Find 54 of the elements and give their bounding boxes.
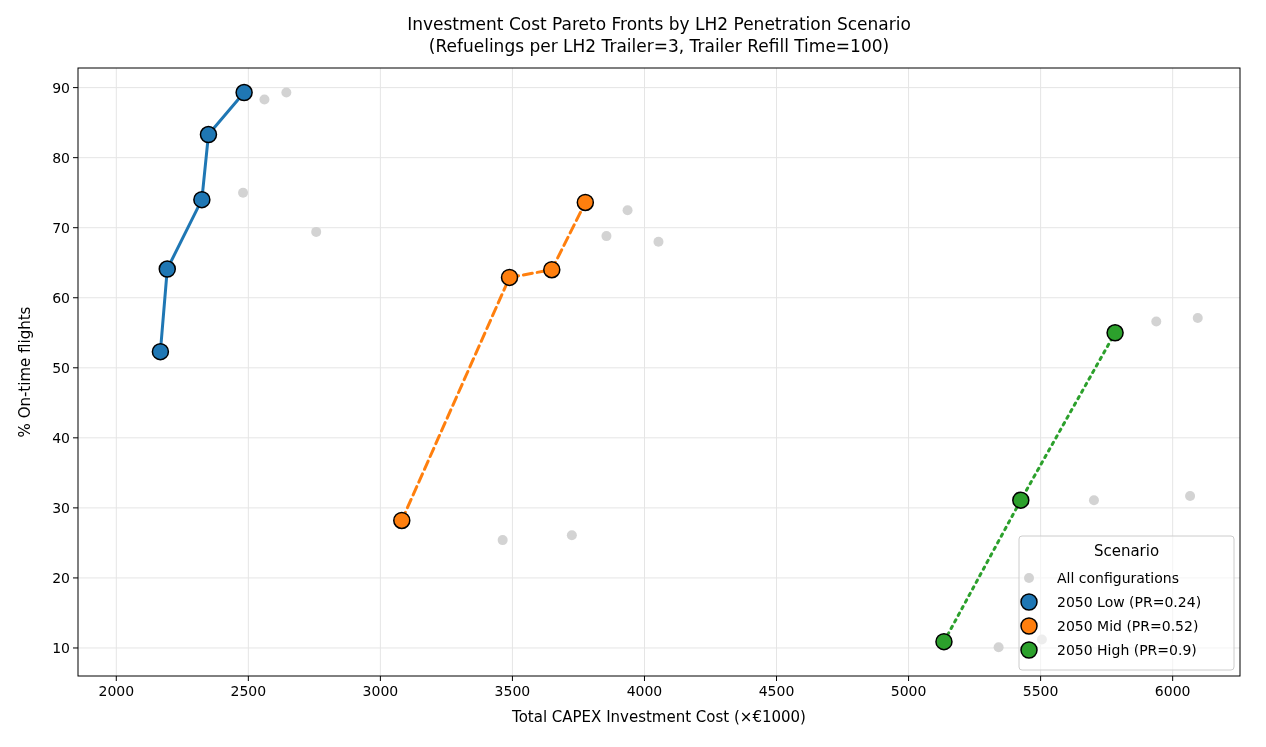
y-tick-label: 60: [52, 289, 70, 306]
x-tick-label: 5000: [890, 683, 927, 699]
point: [151, 342, 170, 361]
point: [622, 205, 633, 216]
point: [281, 87, 292, 98]
y-axis-title: % On-time flights: [16, 306, 34, 438]
point: [311, 226, 322, 237]
point: [1036, 634, 1047, 645]
point: [993, 642, 1004, 653]
x-tick-label: 5500: [1022, 683, 1059, 699]
point: [158, 260, 177, 278]
point: [566, 530, 577, 541]
y-tick-label: 30: [52, 499, 70, 516]
x-tick-label: 3500: [494, 683, 531, 699]
legend-label: 2050 Low (PR=0.24): [1057, 594, 1202, 610]
x-axis-title: Total CAPEX Investment Cost (×€1000): [511, 708, 806, 726]
legend-label: 2050 High (PR=0.9): [1057, 642, 1197, 658]
point: [497, 535, 508, 546]
y-tick-label: 50: [52, 359, 70, 376]
x-tick-label: 4000: [626, 683, 663, 699]
y-tick-label: 20: [52, 569, 70, 586]
legend-label: 2050 Mid (PR=0.52): [1057, 618, 1199, 634]
point: [1088, 495, 1099, 506]
point: [500, 268, 519, 287]
point: [1151, 316, 1162, 327]
chart-title: Investment Cost Pareto Fronts by LH2 Penetration Scenario: [407, 14, 911, 34]
legend-title: Scenario: [1093, 542, 1160, 560]
y-tick-label: 70: [52, 219, 70, 236]
point: [1192, 313, 1203, 324]
point: [393, 511, 411, 530]
point: [935, 632, 953, 651]
point: [238, 187, 249, 198]
y-tick-label: 80: [52, 149, 70, 166]
y-tick-label: 40: [52, 429, 70, 446]
point: [576, 193, 595, 212]
x-tick-label: 4500: [758, 683, 795, 699]
point: [199, 125, 218, 144]
x-tick-label: 2000: [98, 683, 135, 699]
x-tick-label: 2500: [230, 683, 267, 699]
point: [653, 236, 664, 247]
chart-subtitle: (Refuelings per LH2 Trailer=3, Trailer Refill Time=100): [428, 36, 890, 56]
point: [259, 94, 270, 105]
x-tick-label: 3000: [362, 683, 399, 699]
legend-label: All configurations: [1057, 570, 1179, 586]
point: [543, 260, 561, 279]
y-tick-label: 10: [52, 639, 70, 656]
point: [235, 83, 253, 102]
x-tick-label: 6000: [1154, 683, 1191, 699]
point: [193, 190, 211, 209]
point: [1012, 491, 1030, 509]
point: [1185, 490, 1196, 501]
point: [601, 231, 612, 242]
y-tick-label: 90: [52, 79, 70, 96]
point: [1106, 324, 1124, 342]
